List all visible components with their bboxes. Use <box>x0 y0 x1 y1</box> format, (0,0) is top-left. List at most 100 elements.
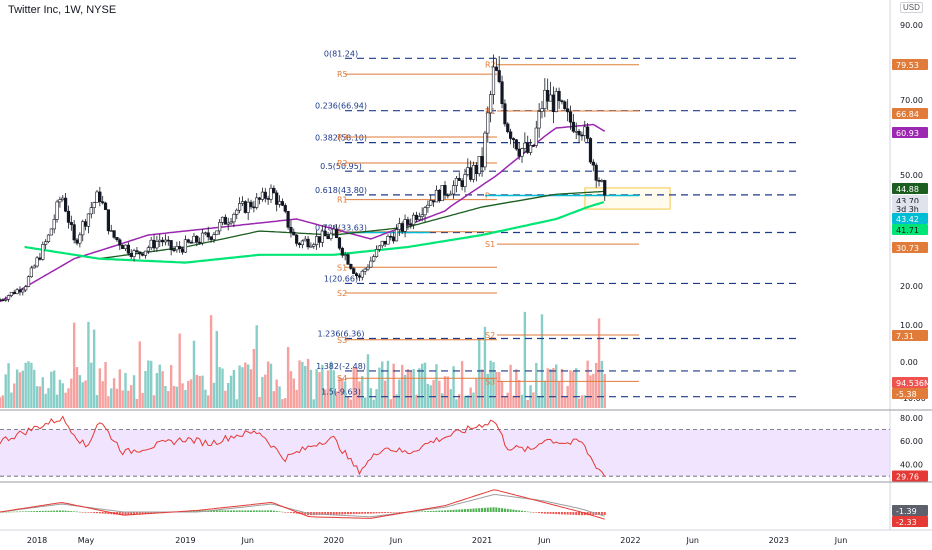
ma-dark-green-line <box>24 190 604 260</box>
volume-bar <box>207 395 210 408</box>
volume-bar <box>600 360 604 408</box>
volume-bar <box>458 394 461 408</box>
price-badge-label: 41.71 <box>896 226 919 235</box>
price-tick-label: 50.00 <box>900 171 923 180</box>
macd-histogram-bar <box>364 512 367 514</box>
candle-body <box>414 214 419 220</box>
candle-body <box>98 191 102 202</box>
candle-body <box>55 201 59 220</box>
volume-bar <box>35 386 39 408</box>
candle-body <box>597 180 601 182</box>
volume-bar <box>335 391 338 408</box>
macd-histogram-bar <box>292 512 295 514</box>
volume-bar <box>175 386 179 408</box>
volume-bar <box>577 398 581 408</box>
volume-bar <box>158 364 161 408</box>
macd-histogram-bar <box>521 510 524 512</box>
candle-body <box>149 239 153 249</box>
pivot-label: R3 <box>337 133 348 142</box>
macd-histogram-bar <box>76 511 79 513</box>
candle-body <box>429 200 433 206</box>
candle-body <box>141 253 145 256</box>
candle-body <box>554 91 558 113</box>
candle-body <box>163 239 168 243</box>
candle-body <box>275 192 279 205</box>
currency-badge[interactable]: USD <box>900 2 923 13</box>
macd-histogram-bar <box>421 511 424 512</box>
candle-body <box>38 257 42 260</box>
macd-histogram-bar <box>153 512 156 514</box>
candle-body <box>491 66 496 95</box>
candle-body <box>440 185 444 202</box>
candle-body <box>403 219 407 232</box>
candle-body <box>312 244 316 247</box>
volume-bar <box>13 383 16 408</box>
candle-body <box>158 239 162 242</box>
price-badge <box>892 203 928 214</box>
volume-bar <box>15 369 19 408</box>
macd-histogram-bar <box>329 512 332 515</box>
volume-bar <box>383 380 387 408</box>
volume-bar <box>517 380 521 408</box>
macd-histogram-bar <box>538 512 541 513</box>
candle-body <box>220 216 225 223</box>
candle-body <box>123 244 128 249</box>
candle-body <box>169 240 173 251</box>
volume-bar <box>55 394 59 408</box>
price-badge <box>892 224 928 235</box>
candle-body <box>563 101 567 110</box>
candle-body <box>337 237 342 249</box>
macd-histogram-bar <box>64 510 67 512</box>
candle-body <box>560 100 564 103</box>
candle-body <box>189 241 193 244</box>
macd-histogram-bar <box>429 511 432 512</box>
candle-body <box>215 230 219 235</box>
volume-bar <box>435 364 438 408</box>
macd-histogram-bar <box>529 511 532 513</box>
price-badge <box>892 108 928 119</box>
candle-body <box>543 89 547 109</box>
candle-body <box>315 236 319 245</box>
candle-body <box>446 194 450 197</box>
candle-body <box>21 289 25 293</box>
candle-body <box>180 248 185 253</box>
candle-body <box>209 236 213 240</box>
macd-histogram-bar <box>93 512 96 513</box>
price-badge <box>892 330 928 341</box>
volume-bar <box>224 390 227 408</box>
macd-histogram-bar <box>144 512 147 514</box>
candle-body <box>540 108 544 112</box>
macd-histogram-bar <box>33 511 36 512</box>
macd-histogram-bar <box>301 512 304 515</box>
volume-bar <box>204 389 207 408</box>
candle-body <box>155 241 159 249</box>
macd-histogram-bar <box>27 511 30 512</box>
volume-bar <box>475 378 478 408</box>
candle-body <box>363 268 367 272</box>
candle-body <box>374 249 379 257</box>
macd-histogram-bar <box>526 511 529 513</box>
volume-bar <box>338 376 341 408</box>
candle-body <box>160 239 165 243</box>
macd-histogram-bar <box>304 512 307 515</box>
volume-bar <box>155 373 159 408</box>
candle-body <box>480 156 484 168</box>
macd-histogram-bar <box>572 512 575 515</box>
candle-body <box>389 235 393 238</box>
candle-body <box>183 239 188 253</box>
macd-histogram-bar <box>463 509 466 512</box>
candle-body <box>195 235 199 243</box>
price-tick-label: 20.00 <box>900 282 923 291</box>
fib-level-label: 0.236(66.94) <box>315 102 367 111</box>
candle-body <box>409 223 413 226</box>
macd-histogram-bar <box>289 512 292 513</box>
volume-bar <box>104 361 107 408</box>
macd-histogram-bar <box>549 512 552 514</box>
candle-body <box>46 234 51 243</box>
macd-histogram-bar <box>192 510 195 512</box>
volume-bar <box>1 395 5 408</box>
macd-histogram-bar <box>532 512 535 513</box>
price-badge-label: 79.53 <box>896 61 919 70</box>
volume-bar <box>483 326 487 408</box>
